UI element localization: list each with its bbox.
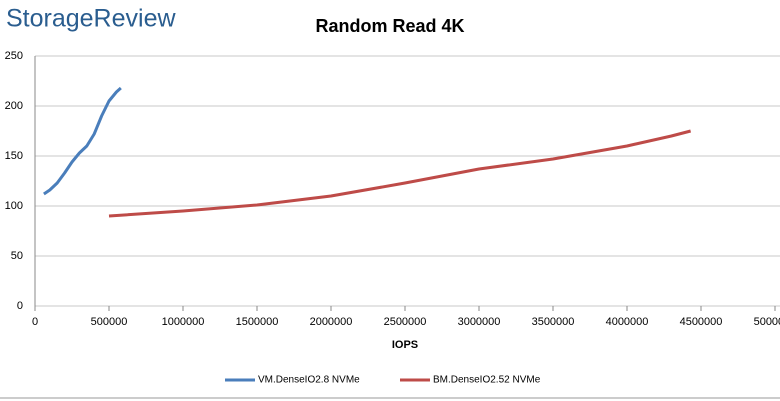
legend-label: VM.DenseIO2.8 NVMe xyxy=(258,375,360,386)
x-tick-label: 4000000 xyxy=(606,316,649,328)
x-tick-label: 1500000 xyxy=(236,316,279,328)
y-tick-label: 200 xyxy=(5,100,23,112)
y-tick-label: 0 xyxy=(17,300,23,312)
x-tick-label: 4500000 xyxy=(680,316,723,328)
x-tick-label: 3500000 xyxy=(532,316,575,328)
legend-label: BM.DenseIO2.52 NVMe xyxy=(433,375,541,386)
line-series xyxy=(43,86,122,196)
x-tick-label: 3000000 xyxy=(458,316,501,328)
y-tick-label: 150 xyxy=(5,150,23,162)
y-tick-label: 100 xyxy=(5,200,23,212)
x-tick-label: 5000000 xyxy=(754,316,780,328)
x-tick-label: 2000000 xyxy=(310,316,353,328)
logo: StorageReview xyxy=(6,5,176,33)
x-tick-label: 0 xyxy=(32,316,38,328)
x-tick-label: 1000000 xyxy=(162,316,205,328)
line-series xyxy=(108,129,692,218)
x-tick-label: 500000 xyxy=(91,316,128,328)
chart-title: Random Read 4K xyxy=(315,16,464,36)
x-tick-label: 2500000 xyxy=(384,316,427,328)
y-tick-label: 250 xyxy=(5,50,23,62)
x-axis-label: IOPS xyxy=(392,339,418,351)
y-tick-label: 50 xyxy=(11,250,23,262)
